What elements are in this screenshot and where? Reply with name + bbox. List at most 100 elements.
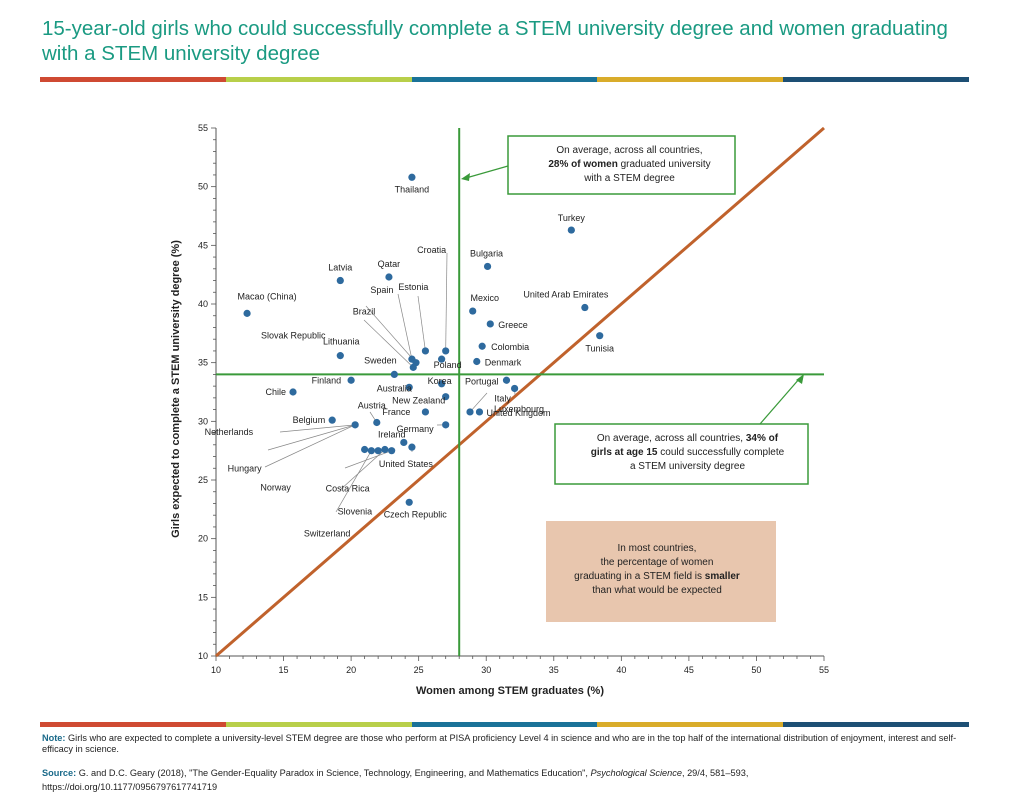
- data-point: [336, 276, 344, 285]
- data-point: [385, 273, 393, 281]
- x-tick-label: 55: [819, 665, 829, 675]
- point-label: Estonia: [398, 282, 428, 292]
- stripe-segment: [597, 722, 784, 727]
- point-label: Lithuania: [323, 337, 360, 347]
- point-label: Belgium: [293, 415, 326, 425]
- bottom-color-stripe: [40, 722, 969, 727]
- point-label: Chile: [265, 387, 286, 397]
- callout-text: graduating in a STEM field is smaller: [574, 571, 740, 582]
- point-label: Mexico: [470, 293, 499, 303]
- x-tick-label: 20: [346, 665, 356, 675]
- data-point: [243, 309, 251, 317]
- stripe-segment: [411, 722, 598, 727]
- point-label: Hungary: [228, 463, 263, 473]
- point-label: Denmark: [485, 357, 522, 367]
- point-label: Bulgaria: [470, 248, 503, 258]
- leader-line: [445, 252, 448, 351]
- point-label: Netherlands: [205, 427, 254, 437]
- data-point: [405, 383, 413, 391]
- source: Source: G. and D.C. Geary (2018), "The G…: [42, 766, 972, 794]
- scatter-chart: 10 15 20 25 30 35 40 45 50 55 10 15 20 25 30 35 40 45 50 55…: [170, 123, 829, 697]
- data-point: [442, 421, 450, 429]
- stripe-segment: [783, 77, 969, 82]
- point-label: Germany: [397, 424, 435, 434]
- average-women-box: [507, 135, 736, 195]
- average-women-text: with a STEM degree: [583, 173, 675, 184]
- data-point: [473, 357, 481, 366]
- leader-line: [335, 450, 372, 513]
- y-tick-label: 10: [198, 651, 208, 661]
- data-point: [502, 376, 511, 384]
- point-label: United Arab Emirates: [523, 290, 609, 300]
- point-label: Sweden: [364, 355, 397, 365]
- x-tick-label: 50: [751, 665, 761, 675]
- average-girls-text: girls at age 15 could successfully compl…: [591, 447, 785, 458]
- data-point: [486, 320, 494, 328]
- point-label: Norway: [260, 482, 291, 492]
- y-tick-label: 20: [198, 534, 208, 544]
- point-label: Austria: [358, 401, 386, 411]
- y-tick-label: 35: [198, 358, 208, 368]
- point-label: United Kingdom: [486, 408, 550, 418]
- y-tick-label: 25: [198, 475, 208, 485]
- point-label: Costa Rica: [326, 484, 370, 494]
- y-axis-label: Girls expected to complete a STEM univer…: [170, 240, 182, 538]
- leader-line: [469, 392, 488, 413]
- data-point: [466, 408, 474, 416]
- average-girls-arrow: [759, 377, 801, 425]
- y-tick-label: 40: [198, 299, 208, 309]
- data-point: [336, 352, 344, 360]
- data-point: [373, 418, 381, 427]
- data-point: [442, 347, 450, 355]
- stripe-segment: [783, 722, 969, 727]
- x-tick-label: 10: [211, 665, 221, 675]
- point-label: Slovak Republic: [261, 330, 326, 340]
- stripe-segment: [411, 77, 598, 82]
- x-tick-label: 30: [481, 665, 491, 675]
- leader-line: [344, 450, 392, 469]
- point-label: France: [382, 407, 410, 417]
- point-label: Greece: [498, 320, 528, 330]
- data-point: [347, 376, 355, 384]
- point-label: Poland: [434, 360, 462, 370]
- stripe-segment: [597, 77, 784, 82]
- point-label: Qatar: [378, 259, 401, 269]
- y-tick-label: 45: [198, 240, 208, 250]
- point-label: Tunisia: [585, 344, 614, 354]
- data-point: [438, 355, 446, 363]
- point-label: Slovenia: [338, 507, 373, 517]
- data-point: [475, 408, 484, 416]
- average-girls-text: a STEM university degree: [630, 461, 745, 472]
- callout-text: than what would be expected: [592, 585, 722, 596]
- leader-line: [397, 293, 413, 360]
- point-label: United States: [379, 459, 434, 469]
- leader-line: [279, 424, 356, 433]
- point-label: Australia: [377, 383, 412, 393]
- point-label: Luxembourg: [494, 404, 544, 414]
- note-text: Girls who are expected to complete a uni…: [42, 733, 957, 754]
- source-url[interactable]: https://doi.org/10.1177/0956797617741719: [42, 782, 218, 792]
- x-tick-label: 15: [279, 665, 289, 675]
- data-point: [421, 408, 430, 416]
- point-label: New Zealand: [392, 396, 445, 406]
- callout-box: [546, 521, 776, 622]
- y-tick-label: 30: [198, 416, 208, 426]
- y-tick-label: 55: [198, 123, 208, 133]
- stripe-segment: [225, 77, 412, 82]
- top-color-stripe: [40, 77, 969, 82]
- data-point: [438, 380, 446, 388]
- average-women-arrowhead: [461, 173, 470, 181]
- x-axis-label: Women among STEM graduates (%): [416, 685, 604, 697]
- data-point: [510, 384, 519, 393]
- note-label: Note:: [42, 733, 66, 743]
- point-label: Thailand: [395, 184, 430, 194]
- data-point: [442, 393, 450, 401]
- source-rest: , 29/4, 581–593,: [681, 768, 749, 778]
- point-label: Korea: [428, 376, 452, 386]
- data-point: [581, 303, 589, 312]
- data-point: [400, 438, 408, 447]
- data-point: [421, 347, 430, 355]
- average-women-text: 28% of women graduated university: [548, 159, 710, 170]
- point-label: Portugal: [465, 376, 499, 386]
- average-women-text: On average, across all countries,: [556, 145, 702, 156]
